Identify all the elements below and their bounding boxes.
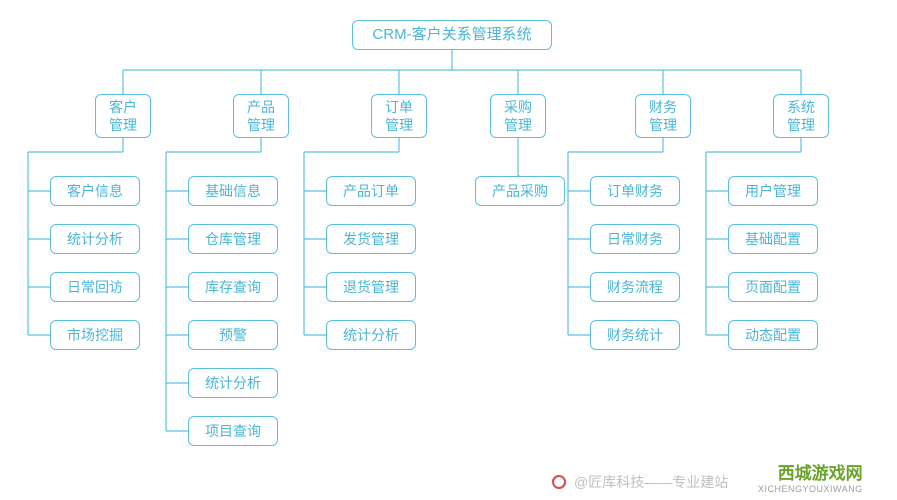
leaf-node-order-2: 退货管理 bbox=[326, 272, 416, 302]
leaf-node-product-3: 预警 bbox=[188, 320, 278, 350]
leaf-node-customer-2: 日常回访 bbox=[50, 272, 140, 302]
leaf-node-system-0: 用户管理 bbox=[728, 176, 818, 206]
leaf-node-order-3: 统计分析 bbox=[326, 320, 416, 350]
leaf-node-system-3: 动态配置 bbox=[728, 320, 818, 350]
leaf-node-finance-0: 订单财务 bbox=[590, 176, 680, 206]
category-node-customer: 客户 管理 bbox=[95, 94, 151, 138]
leaf-node-finance-3: 财务统计 bbox=[590, 320, 680, 350]
leaf-node-product-0: 基础信息 bbox=[188, 176, 278, 206]
leaf-node-product-1: 仓库管理 bbox=[188, 224, 278, 254]
watermark-left: @匠库科技——专业建站 bbox=[550, 472, 728, 492]
leaf-node-finance-1: 日常财务 bbox=[590, 224, 680, 254]
leaf-node-system-2: 页面配置 bbox=[728, 272, 818, 302]
leaf-node-customer-1: 统计分析 bbox=[50, 224, 140, 254]
category-node-product: 产品 管理 bbox=[233, 94, 289, 138]
watermark-right: 西城游戏网 XICHENGYOUXIWANG bbox=[758, 459, 863, 494]
watermark-left-text: @匠库科技——专业建站 bbox=[574, 472, 728, 492]
root-node: CRM-客户关系管理系统 bbox=[352, 20, 552, 50]
watermark-right-cn: 西城游戏网 bbox=[758, 459, 863, 484]
leaf-node-purchase-0: 产品采购 bbox=[475, 176, 565, 206]
leaf-node-customer-0: 客户信息 bbox=[50, 176, 140, 206]
category-node-system: 系统 管理 bbox=[773, 94, 829, 138]
leaf-node-customer-3: 市场挖掘 bbox=[50, 320, 140, 350]
category-node-purchase: 采购 管理 bbox=[490, 94, 546, 138]
leaf-node-product-4: 统计分析 bbox=[188, 368, 278, 398]
category-node-order: 订单 管理 bbox=[371, 94, 427, 138]
category-node-finance: 财务 管理 bbox=[635, 94, 691, 138]
leaf-node-product-2: 库存查询 bbox=[188, 272, 278, 302]
jiang-ku-logo-icon bbox=[550, 473, 568, 491]
leaf-node-product-5: 项目查询 bbox=[188, 416, 278, 446]
watermark-right-py: XICHENGYOUXIWANG bbox=[758, 484, 863, 494]
leaf-node-order-0: 产品订单 bbox=[326, 176, 416, 206]
leaf-node-order-1: 发货管理 bbox=[326, 224, 416, 254]
leaf-node-finance-2: 财务流程 bbox=[590, 272, 680, 302]
leaf-node-system-1: 基础配置 bbox=[728, 224, 818, 254]
